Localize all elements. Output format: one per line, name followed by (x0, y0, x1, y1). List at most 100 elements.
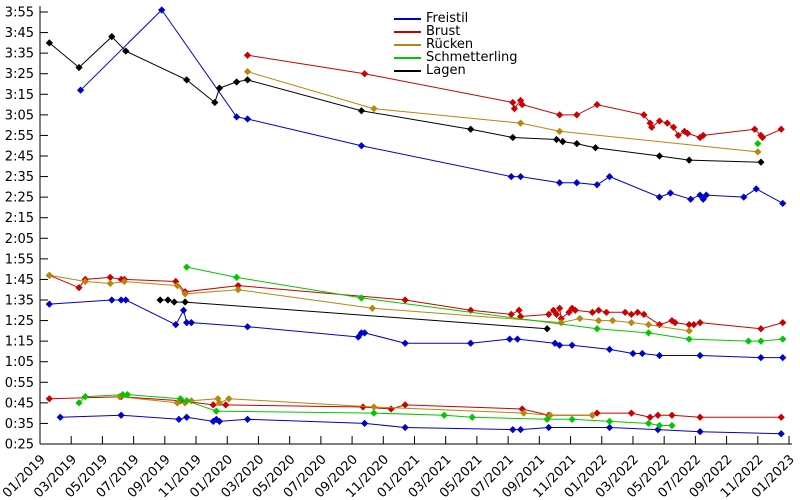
data-point-schmetterling (81, 393, 89, 401)
series-schmetterling-short-line (78, 394, 672, 426)
series-brust (45, 51, 787, 421)
data-point-lagen (552, 135, 561, 144)
data-point-freistil (187, 319, 195, 327)
svg-text:2:05: 2:05 (5, 232, 34, 247)
data-point-schmetterling (440, 411, 448, 419)
data-point-lagen (543, 325, 551, 333)
series-ruecken-middle-line (49, 274, 690, 332)
data-point-brust (655, 117, 664, 125)
data-point-schmetterling (644, 329, 653, 337)
data-point-freistil (360, 419, 369, 428)
data-point-brust (593, 100, 601, 109)
series-ruecken (45, 68, 762, 419)
legend-label-ruecken: Rücken (426, 37, 474, 52)
data-point-schmetterling (668, 421, 676, 430)
series-ruecken-long-line (247, 71, 758, 153)
legend-item-freistil: Freistil (394, 12, 518, 25)
data-point-freistil (757, 353, 765, 362)
data-point-freistil (243, 323, 252, 331)
data-point-ruecken (754, 148, 762, 156)
data-point-brust (751, 125, 759, 133)
data-point-schmetterling (212, 407, 220, 415)
data-point-brust (75, 284, 83, 292)
data-point-freistil (243, 415, 252, 423)
data-point-brust (669, 123, 678, 131)
y-axis-ticks: 0:25 0:35 0:45 0:55 1:05 1:15 1:25 1:35 1:45 1:55… (5, 6, 48, 453)
data-point-freistil (555, 179, 564, 187)
svg-text:2:15: 2:15 (5, 211, 34, 226)
legend-label-brust: Brust (426, 24, 461, 39)
data-point-freistil (117, 411, 125, 419)
data-point-schmetterling (779, 335, 787, 343)
data-point-freistil (638, 349, 646, 358)
data-point-brust (758, 133, 767, 142)
data-point-freistil (360, 329, 369, 337)
data-point-schmetterling (232, 273, 241, 281)
data-point-freistil (555, 341, 564, 349)
data-point-brust (668, 411, 676, 419)
data-point-ruecken (609, 316, 617, 325)
legend-line-schmetterling (394, 56, 421, 59)
data-point-freistil (513, 335, 522, 343)
data-point-freistil (179, 306, 188, 314)
data-point-freistil (699, 195, 707, 203)
data-point-schmetterling (468, 413, 476, 421)
data-point-freistil (76, 86, 85, 94)
data-point-lagen (45, 39, 53, 47)
data-point-brust (172, 277, 180, 286)
data-point-lagen (232, 78, 241, 86)
data-point-brust (565, 308, 573, 316)
data-point-schmetterling (123, 391, 132, 399)
data-point-brust (663, 119, 671, 127)
svg-text:2:35: 2:35 (5, 170, 34, 185)
data-point-brust (571, 306, 579, 314)
svg-text:1:35: 1:35 (5, 294, 34, 309)
data-point-schmetterling (183, 397, 191, 405)
data-point-lagen (559, 137, 567, 146)
legend-item-ruecken: Rücken (394, 38, 518, 51)
data-point-schmetterling (568, 415, 576, 423)
data-point-ruecken (370, 403, 378, 411)
data-point-brust (387, 405, 395, 413)
data-point-brust (602, 308, 611, 316)
svg-text:1:05: 1:05 (5, 355, 34, 370)
data-point-lagen (164, 296, 172, 304)
data-point-freistil (605, 172, 614, 181)
series-schmetterling (75, 140, 787, 430)
data-point-freistil (568, 341, 576, 349)
data-point-brust (510, 105, 518, 113)
data-point-lagen (467, 125, 475, 133)
data-point-lagen (181, 298, 189, 306)
svg-text:2:45: 2:45 (5, 150, 34, 165)
data-point-brust (45, 395, 53, 403)
data-point-ruecken (644, 321, 653, 329)
data-point-ruecken (627, 319, 636, 327)
data-point-brust (588, 308, 597, 316)
data-point-freistil (215, 417, 224, 425)
data-point-lagen (357, 107, 366, 115)
data-point-schmetterling (605, 417, 614, 425)
legend-item-schmetterling: Schmetterling (394, 51, 518, 64)
data-point-schmetterling (757, 337, 765, 345)
data-point-brust (401, 401, 409, 409)
data-point-ruecken (181, 290, 189, 298)
data-point-ruecken (243, 68, 252, 76)
data-point-schmetterling (744, 337, 753, 345)
data-point-brust (595, 306, 603, 314)
data-point-brust (243, 51, 252, 59)
data-point-freistil (573, 179, 581, 187)
legend-item-brust: Brust (394, 25, 518, 38)
data-point-brust (648, 123, 656, 131)
data-point-freistil (687, 195, 695, 203)
data-point-brust (627, 310, 636, 319)
data-point-freistil (545, 423, 553, 432)
data-point-freistil (777, 430, 785, 438)
svg-text:3:05: 3:05 (5, 108, 34, 123)
data-point-brust (634, 308, 642, 316)
data-point-freistil (605, 345, 614, 353)
data-point-freistil (654, 425, 662, 434)
data-point-schmetterling (370, 409, 378, 417)
data-point-freistil (122, 296, 130, 304)
data-point-brust (518, 405, 526, 413)
